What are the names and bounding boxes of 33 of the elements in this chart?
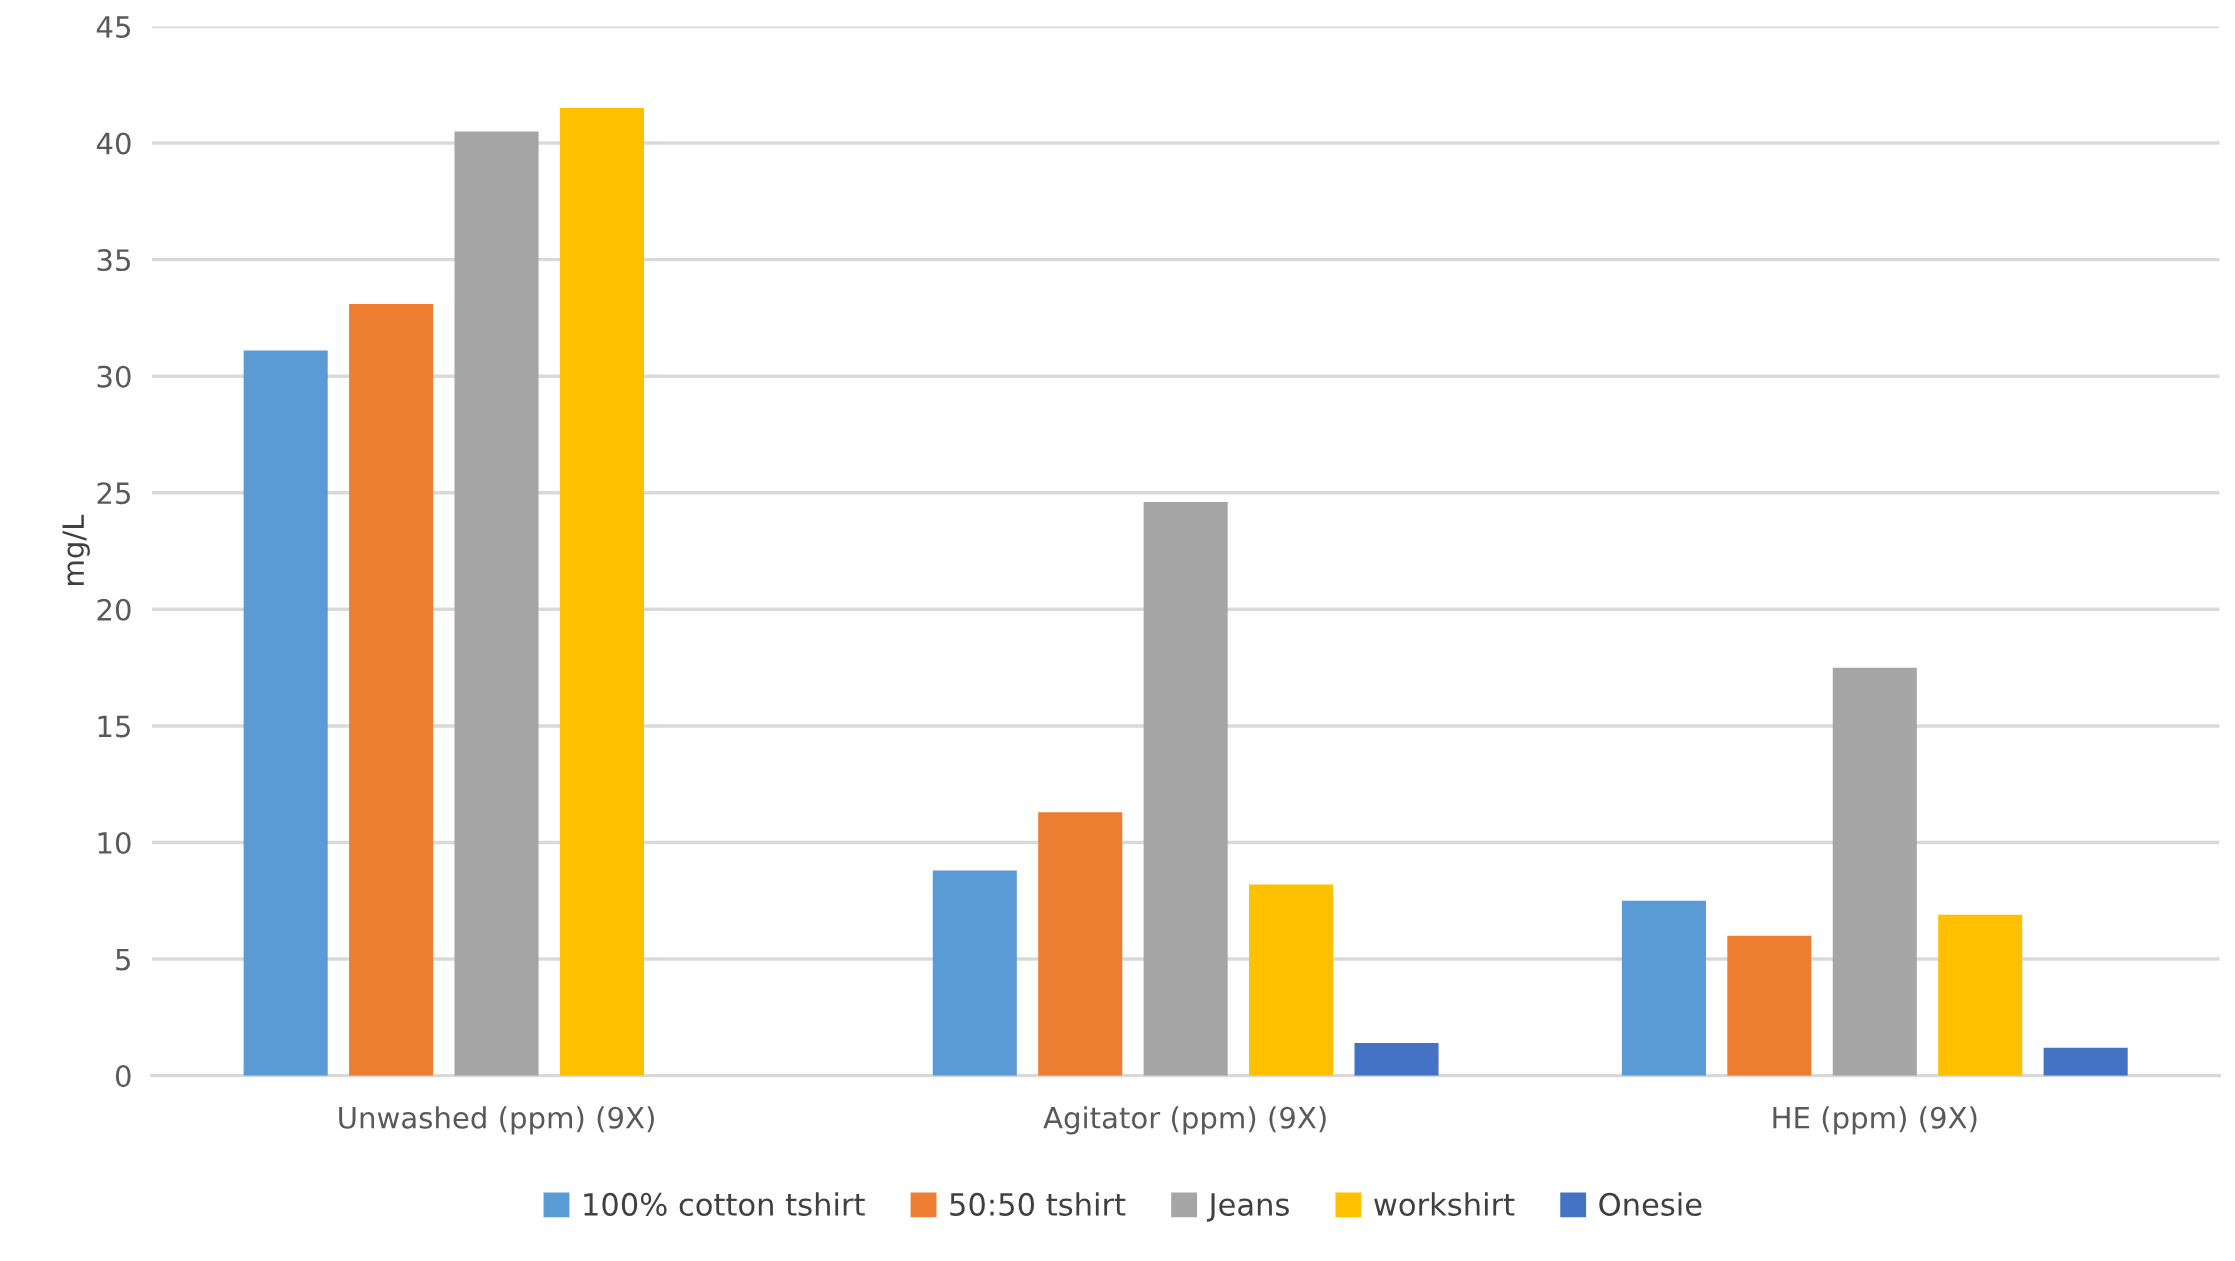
bar xyxy=(243,350,328,1076)
bar xyxy=(1938,914,2023,1076)
x-tick-label: Unwashed (ppm) (9X) xyxy=(339,1106,654,1135)
y-tick-label: 40 xyxy=(96,132,131,155)
legend-label: Onesie xyxy=(1599,1192,1702,1216)
bar xyxy=(932,870,1017,1076)
bar xyxy=(1621,900,1706,1076)
y-axis-title: mg/L xyxy=(62,514,90,585)
legend-label: workshirt xyxy=(1374,1192,1515,1216)
x-tick-label: Agitator (ppm) (9X) xyxy=(1043,1106,1326,1135)
bar xyxy=(349,303,434,1076)
bar xyxy=(1143,502,1228,1076)
bar xyxy=(1832,667,1917,1076)
bar xyxy=(454,131,539,1076)
bar xyxy=(2043,1047,2128,1076)
y-tick-label: 45 xyxy=(96,16,130,38)
y-tick-label: 10 xyxy=(98,831,131,854)
y-tick-label: 30 xyxy=(97,365,131,388)
bar xyxy=(559,108,645,1076)
legend-label: 100% cotton tshirt xyxy=(584,1192,865,1216)
bar xyxy=(1727,935,1812,1076)
y-tick-label: 25 xyxy=(97,482,130,505)
y-tick-label: 0 xyxy=(115,1065,131,1088)
y-tick-label: 35 xyxy=(97,249,130,272)
legend-label: 50:50 tshirt xyxy=(950,1192,1126,1216)
bar xyxy=(1354,1042,1439,1076)
x-tick-label: HE (ppm) (9X) xyxy=(1773,1106,1977,1135)
bar xyxy=(1038,812,1123,1076)
y-tick-label: 20 xyxy=(97,598,131,621)
legend-label: Jeans xyxy=(1206,1193,1289,1222)
y-tick-label: 5 xyxy=(116,948,130,971)
bar xyxy=(1249,884,1334,1076)
y-tick-label: 15 xyxy=(98,715,130,738)
